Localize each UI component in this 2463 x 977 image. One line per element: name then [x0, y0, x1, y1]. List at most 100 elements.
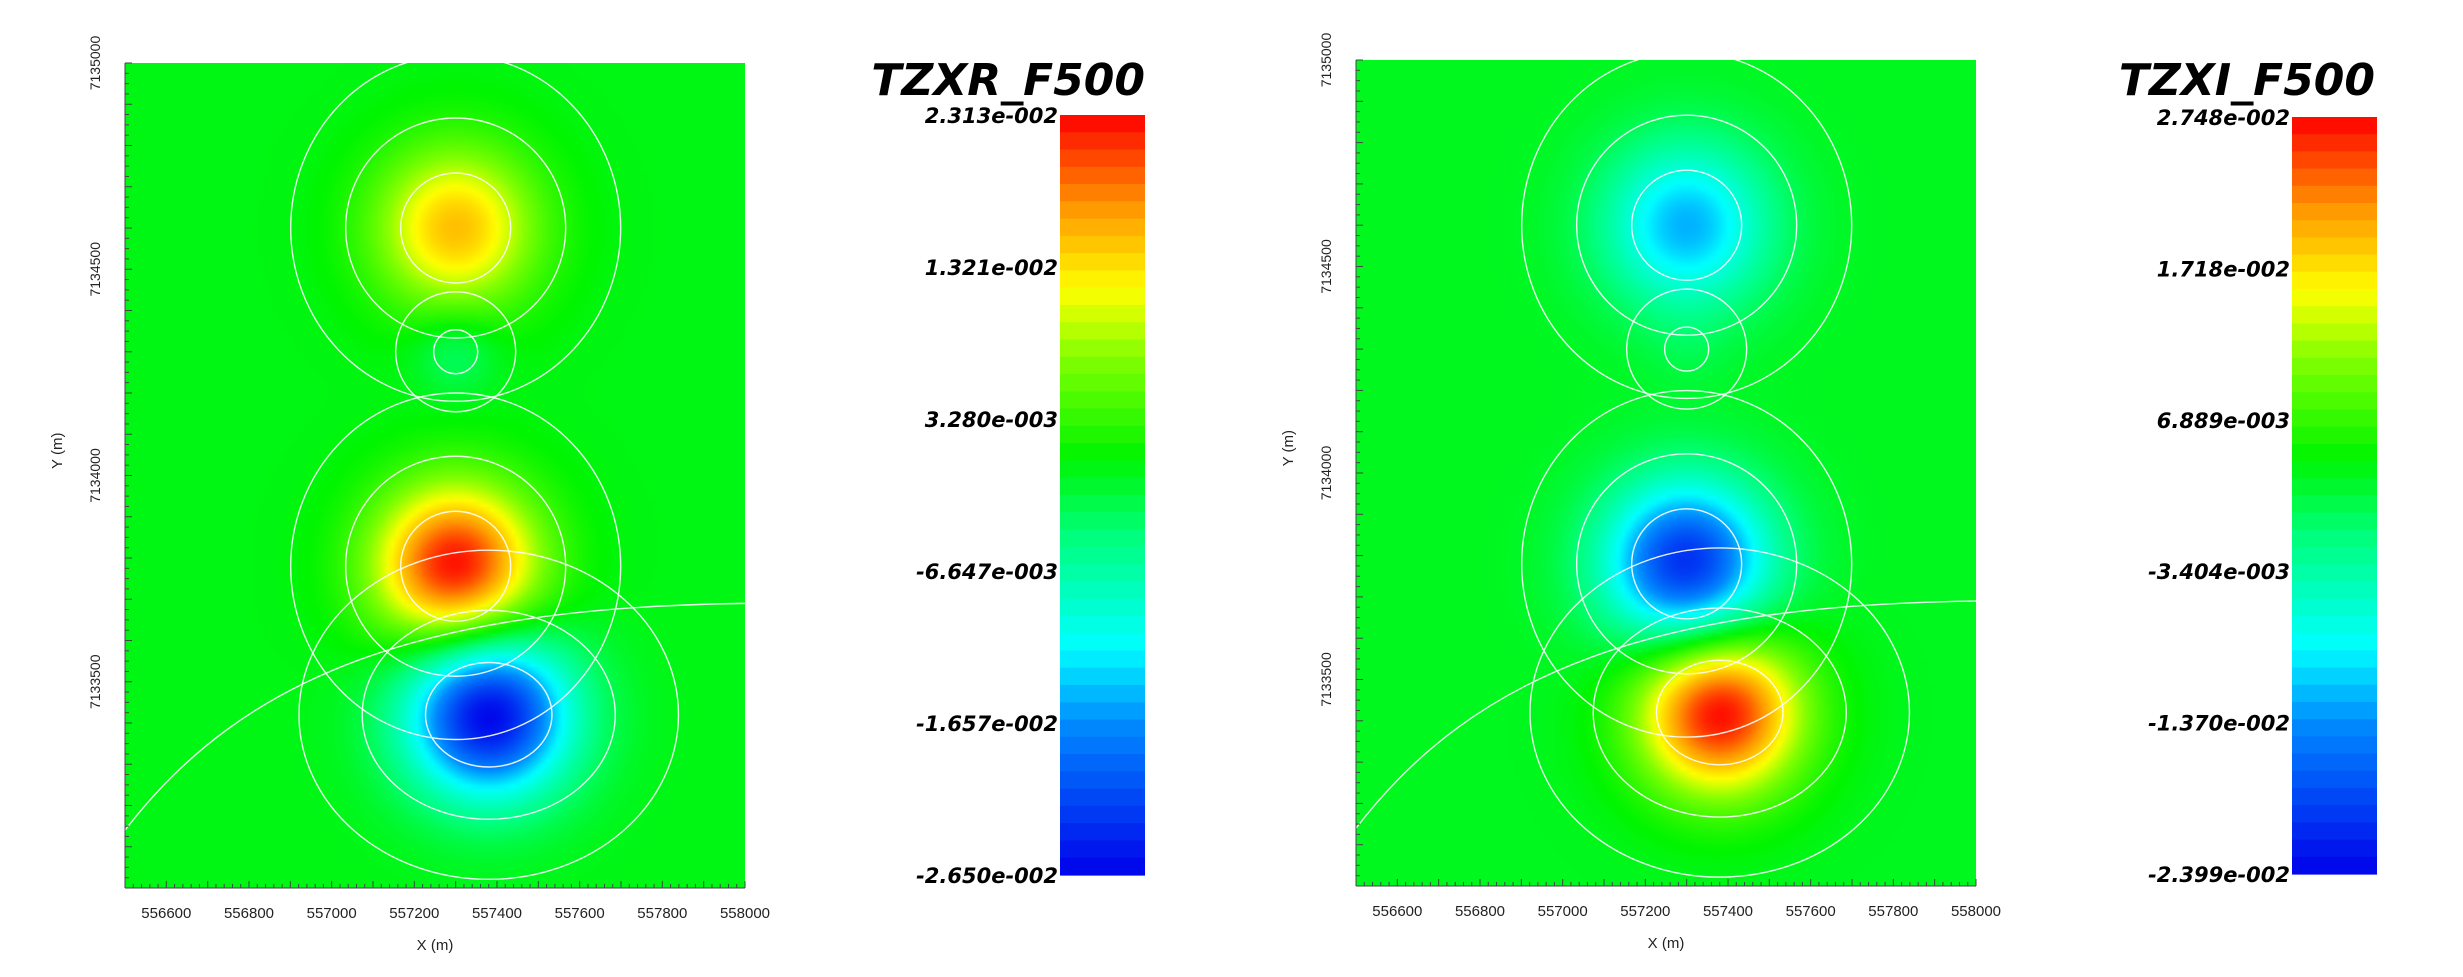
colorbar-band — [1060, 495, 1145, 513]
colorbar-band — [1060, 771, 1145, 790]
colorbar-band — [1060, 754, 1145, 772]
colorbar-band — [1060, 736, 1145, 755]
colorbar-band — [1060, 322, 1145, 341]
colorbar-band — [2292, 512, 2377, 531]
colorbar-label: 1.718e-002 — [2157, 257, 2290, 281]
colorbar-band — [1060, 443, 1145, 462]
colorbar-band — [2292, 822, 2377, 841]
colorbar-band — [2292, 564, 2377, 583]
x-tick-label: 557200 — [1620, 903, 1670, 920]
colorbar-band — [1060, 184, 1145, 202]
colorbar-band — [2292, 323, 2377, 342]
colorbar-band — [1060, 685, 1145, 703]
colorbar-band — [2292, 375, 2377, 393]
colorbar-band — [2292, 529, 2377, 548]
contour-line — [298, 549, 680, 881]
contour-line — [1655, 659, 1784, 766]
x-tick-label: 556800 — [1455, 903, 1505, 920]
contour-line — [424, 661, 553, 768]
colorbar-label: -3.404e-003 — [2148, 560, 2290, 584]
colorbar-band — [1060, 201, 1145, 220]
y-tick-label: 7135000 — [87, 36, 103, 91]
x-axis-label: X (m) — [417, 937, 454, 954]
contour-line — [1520, 51, 1853, 400]
colorbar-band — [2292, 856, 2377, 875]
colorbar-label: 2.748e-002 — [2157, 106, 2290, 130]
x-tick-label: 557600 — [555, 905, 605, 922]
colorbar-band — [2292, 340, 2377, 359]
x-axis-label: X (m) — [1648, 935, 1685, 952]
colorbar-band — [2292, 598, 2377, 617]
y-tick-label: 7134000 — [87, 448, 103, 503]
colorbar-band — [2292, 650, 2377, 669]
colorbar-band — [2292, 134, 2377, 153]
colorbar-band — [1060, 477, 1145, 496]
y-tick-label: 7134000 — [1318, 446, 1334, 501]
colorbar-label: -1.370e-002 — [2148, 712, 2290, 736]
colorbar-band — [1060, 546, 1145, 565]
colorbar-band — [2292, 271, 2377, 290]
colorbar-band — [1060, 581, 1145, 600]
x-tick-label: 556800 — [224, 905, 274, 922]
colorbar-band — [1060, 564, 1145, 582]
contour-line — [399, 510, 512, 622]
colorbar-band — [2292, 787, 2377, 806]
zero-contour-line — [124, 602, 746, 831]
y-tick-label: 7135000 — [1318, 33, 1334, 88]
contour-line — [1625, 288, 1748, 410]
x-tick-label: 556600 — [141, 905, 191, 922]
colorbar-band — [1060, 788, 1145, 807]
x-tick-label: 557000 — [307, 905, 357, 922]
colorbar-label: 1.321e-002 — [925, 256, 1058, 280]
colorbar-band — [1060, 633, 1145, 652]
contour-line — [1663, 326, 1710, 372]
colorbar-label: 2.313e-002 — [925, 104, 1058, 128]
contour-line — [1592, 607, 1847, 818]
colorbar-band — [1060, 356, 1145, 375]
colorbar-band — [1060, 253, 1145, 272]
colorbar-band — [1060, 218, 1145, 237]
contour-line — [344, 117, 567, 339]
colorbar-band — [1060, 287, 1145, 306]
colorbar-band — [2292, 426, 2377, 445]
colorbar-band — [2292, 839, 2377, 858]
colorbar-band — [1060, 857, 1145, 876]
colorbar-label: 3.280e-003 — [925, 408, 1058, 432]
colorbar-band — [2292, 581, 2377, 600]
y-tick-label: 7133500 — [1318, 652, 1334, 707]
colorbar-band — [2292, 357, 2377, 376]
colorbar-band — [1060, 823, 1145, 842]
colorbar-band — [1060, 615, 1145, 634]
colorbar-band — [2292, 805, 2377, 823]
contour-line — [1630, 169, 1743, 281]
x-tick-label: 557600 — [1786, 903, 1836, 920]
colorbar-band — [1060, 702, 1145, 721]
y-tick-label: 7134500 — [1318, 239, 1334, 294]
colorbar-band — [2292, 237, 2377, 256]
colorbar-band — [1060, 425, 1145, 444]
colorbar-band — [1060, 805, 1145, 824]
contour-line — [289, 54, 622, 402]
colorbar-band — [2292, 203, 2377, 221]
colorbar-band — [1060, 650, 1145, 669]
colorbar-band — [2292, 547, 2377, 565]
x-tick-label: 556600 — [1372, 903, 1422, 920]
contour-line — [1520, 389, 1853, 738]
colorbar-band — [1060, 391, 1145, 410]
heatmap-raster — [125, 63, 745, 888]
x-tick-label: 557400 — [472, 905, 522, 922]
x-tick-label: 557200 — [389, 905, 439, 922]
colorbar-band — [2292, 770, 2377, 789]
colorbar-band — [1060, 840, 1145, 859]
heatmap-raster — [1356, 60, 1976, 886]
colorbar-band — [2292, 495, 2377, 514]
colorbar-band — [2292, 719, 2377, 737]
colorbar-band — [2292, 753, 2377, 772]
colorbar-band — [1060, 460, 1145, 479]
colorbar-band — [1060, 512, 1145, 531]
contour-line — [432, 329, 479, 375]
colorbar-band — [1060, 149, 1145, 168]
colorbar-label: -6.647e-003 — [916, 560, 1058, 584]
colorbar-band — [2292, 392, 2377, 411]
